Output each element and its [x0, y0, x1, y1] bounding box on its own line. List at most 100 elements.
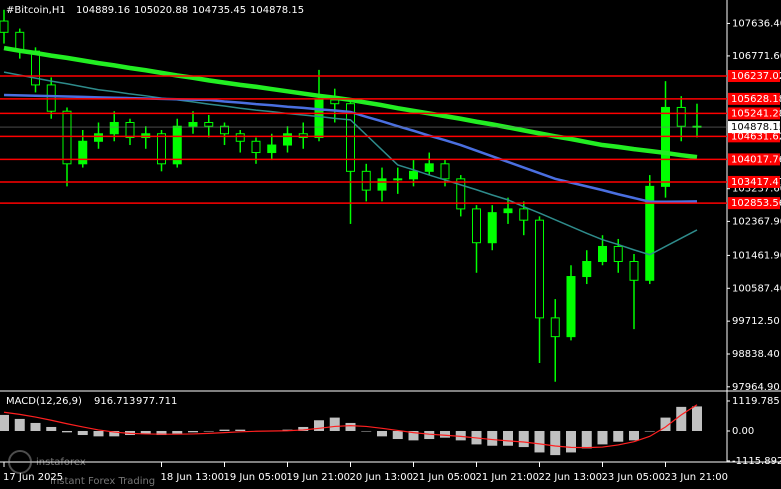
- current-price-bg: [728, 121, 780, 134]
- candle-body: [519, 208, 529, 221]
- candle-body: [487, 212, 497, 244]
- level-label-bg: [728, 107, 780, 120]
- macd-bar: [203, 430, 214, 432]
- level-label-bg: [728, 92, 780, 105]
- macd-bar: [46, 426, 57, 431]
- macd-bar: [455, 430, 466, 441]
- macd-bar: [692, 406, 702, 431]
- y-tick-label: 107636.40: [732, 18, 781, 29]
- x-tick-label: 22 Jun 13:00: [539, 472, 603, 483]
- macd-bar: [377, 430, 387, 437]
- level-label-bg: [728, 197, 780, 210]
- candle-body: [283, 133, 292, 146]
- x-tick-label: 23 Jun 21:00: [665, 472, 729, 483]
- macd-bar: [644, 430, 655, 432]
- watermark-text: instaforex: [36, 457, 86, 468]
- macd-bar: [676, 406, 687, 431]
- level-label-bg: [728, 153, 780, 166]
- candle-body: [330, 99, 340, 105]
- signal-line: [3, 404, 698, 449]
- candle-body: [235, 133, 245, 142]
- y-tick-label: -1115.892: [732, 456, 781, 467]
- y-tick-label: 1119.785: [732, 396, 780, 407]
- candle-body: [409, 170, 418, 180]
- macd-bar: [660, 417, 671, 431]
- candle-body: [440, 163, 450, 180]
- macd-bar: [581, 430, 592, 449]
- moving-average: [3, 71, 698, 256]
- y-tick-label: 103237.60: [732, 184, 781, 195]
- header-value: 104878.15: [250, 5, 304, 16]
- macd-bar: [503, 430, 513, 446]
- candle-body: [598, 245, 607, 263]
- x-tick-label: 19 Jun 05:00: [224, 472, 288, 483]
- candle-body: [0, 20, 9, 33]
- candle-body: [204, 121, 214, 127]
- candle-body: [377, 178, 387, 191]
- y-tick-label: 102367.90: [732, 216, 781, 227]
- macd-bar: [77, 430, 88, 436]
- macd-bar: [534, 430, 545, 453]
- macd-title: MACD(12,26,9): [6, 396, 82, 407]
- y-tick-label: 0.00: [732, 426, 754, 437]
- x-tick-label: 23 Jun 05:00: [602, 472, 666, 483]
- candle-body: [393, 178, 403, 181]
- moving-average: [3, 45, 698, 160]
- candle-body: [109, 121, 119, 135]
- level-label: 105628.18: [731, 94, 781, 105]
- macd-bar: [487, 430, 498, 446]
- current-price-label: 104878.15: [731, 122, 781, 133]
- macd-bar: [314, 420, 324, 431]
- macd-bar: [0, 414, 9, 431]
- macd-bar: [518, 430, 529, 448]
- macd-bar: [440, 430, 450, 438]
- y-tick-label: 99712.50: [732, 316, 780, 327]
- level-label: 102853.56: [731, 198, 781, 209]
- watermark-subtext: Instant Forex Trading: [50, 476, 155, 487]
- candle-body: [550, 317, 560, 338]
- candle-body: [582, 261, 592, 278]
- macd-bar: [235, 429, 246, 431]
- macd-value: 916.713: [94, 396, 135, 407]
- header-value: 105020.88: [134, 5, 188, 16]
- candle-body: [31, 50, 40, 86]
- level-label: 103417.47: [731, 177, 781, 188]
- macd-bar: [62, 430, 72, 433]
- candle-body: [424, 163, 434, 172]
- macd-bar: [14, 418, 25, 431]
- candle-body: [157, 133, 166, 165]
- macd-bar: [392, 430, 403, 440]
- chart-title: #Bitcoin,H1: [6, 5, 66, 16]
- macd-bar: [219, 429, 230, 431]
- candle-body: [456, 178, 466, 210]
- x-tick-label: 19 Jun 21:00: [287, 472, 351, 483]
- header-value: 104889.16: [76, 5, 130, 16]
- watermark: instaforex Instant Forex Trading: [8, 450, 155, 487]
- level-label: 104017.76: [731, 154, 781, 165]
- y-tick-label: 98838.40: [732, 349, 780, 360]
- candle-body: [503, 208, 513, 214]
- x-tick-label: 18 Jun 13:00: [161, 472, 225, 483]
- macd-bar: [109, 430, 120, 437]
- macd-bar: [188, 430, 198, 433]
- y-tick-label: 97964.90: [732, 382, 780, 393]
- macd-bar: [424, 430, 435, 440]
- candle-body: [346, 103, 355, 172]
- y-tick-label: 106771.60: [732, 51, 781, 62]
- macd-bar: [140, 430, 151, 434]
- level-label-bg: [728, 130, 780, 143]
- candle-body: [361, 170, 371, 191]
- macd-bar: [613, 430, 624, 442]
- macd-bar: [156, 430, 167, 436]
- candle-body: [629, 261, 639, 281]
- level-label: 105241.28: [731, 108, 781, 119]
- macd-bar: [298, 426, 309, 431]
- header-value: 104735.45: [192, 5, 246, 16]
- candle-body: [676, 106, 686, 127]
- level-label-bg: [728, 70, 780, 83]
- macd-bar: [566, 430, 576, 453]
- macd-bar: [629, 430, 639, 441]
- candle-body: [220, 125, 229, 135]
- candle-body: [251, 140, 261, 154]
